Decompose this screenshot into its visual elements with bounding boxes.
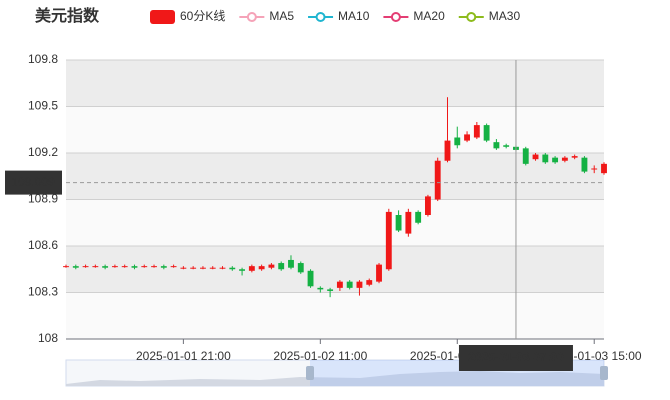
candle-body <box>317 287 324 290</box>
legend-label: MA30 <box>489 9 521 23</box>
candle-body <box>141 266 148 268</box>
crosshair-x-label-box <box>458 345 573 371</box>
candle-body <box>151 266 157 268</box>
candle-body <box>385 211 392 270</box>
candle-body <box>229 267 236 270</box>
candle-body <box>356 281 363 288</box>
candle-body <box>288 259 294 268</box>
y-tick-label: 108 <box>38 331 58 345</box>
y-tick-label: 108.9 <box>28 192 58 206</box>
grid-band <box>66 153 604 200</box>
grid-band <box>66 292 604 339</box>
legend-swatch <box>150 10 175 24</box>
legend-label: 60分K线 <box>180 9 225 23</box>
candle-body <box>522 148 529 164</box>
candle-body <box>346 281 353 288</box>
grid-band <box>66 60 604 107</box>
zoom-preview <box>66 371 604 386</box>
zoom-handle[interactable] <box>600 366 608 380</box>
bands <box>66 59 604 340</box>
candle-body <box>190 267 197 269</box>
crosshair-y-label-box <box>5 170 62 195</box>
crosshair-x-label: 2025-01-03 07:00 <box>468 350 564 364</box>
candle-body <box>307 270 314 287</box>
y-tick-label: 109.8 <box>28 52 58 66</box>
candle-body <box>327 289 334 291</box>
grid-band <box>66 199 604 246</box>
candle-body <box>72 266 79 268</box>
legend-swatch <box>466 12 477 22</box>
candle-body <box>444 140 451 161</box>
legend-swatch <box>246 12 257 22</box>
candle-body <box>297 263 304 273</box>
candle-body <box>278 263 285 270</box>
candle-body <box>376 264 382 282</box>
candle-body <box>493 142 500 149</box>
candle-body <box>464 134 470 141</box>
candle-body <box>571 156 578 158</box>
candle-body <box>248 266 255 271</box>
candle-body <box>111 266 118 268</box>
candle-body <box>366 280 373 285</box>
legend-label: MA10 <box>338 9 370 23</box>
candle-body <box>405 211 412 234</box>
candle-body <box>336 281 343 288</box>
y-tick-label: 108.6 <box>28 238 58 252</box>
candle-body <box>581 157 588 172</box>
candle-body <box>591 168 598 170</box>
candle-body <box>200 267 206 269</box>
y-tick-label: 109.2 <box>28 145 58 159</box>
candle-body <box>258 266 265 270</box>
legend-swatch <box>315 12 326 22</box>
candle-body <box>239 269 246 271</box>
candle-body <box>601 163 607 174</box>
zoom-handle[interactable] <box>306 366 314 380</box>
candle-body <box>454 137 461 146</box>
candle-body <box>82 266 89 268</box>
candle-body <box>180 267 187 269</box>
grid-band <box>66 106 604 153</box>
legend-label: MA20 <box>413 9 445 23</box>
candle-body <box>415 211 422 223</box>
legend-label: MA5 <box>269 9 294 23</box>
candle-body <box>552 157 559 163</box>
candle-body <box>434 160 441 200</box>
candle-body <box>102 266 109 268</box>
candle-body <box>395 215 402 231</box>
grid-band <box>66 246 604 293</box>
candle-body <box>219 267 226 269</box>
candle-body <box>131 266 138 268</box>
candle-body <box>160 266 167 268</box>
y-tick-label: 108.3 <box>28 285 58 299</box>
x-tick-label: 2025-01-01 21:00 <box>136 349 231 363</box>
candle-body <box>532 154 539 160</box>
chart-title: 美元指数 <box>35 6 100 25</box>
candle-body <box>503 145 510 147</box>
candle-body <box>424 196 431 215</box>
candle-body <box>561 157 568 161</box>
x-tick-label: 2025-01-02 11:00 <box>273 349 367 363</box>
legend-swatch <box>390 12 401 22</box>
candle-body <box>483 125 490 141</box>
candle-body <box>268 264 275 268</box>
candle-body <box>473 125 480 138</box>
candle-body <box>92 266 99 268</box>
candle-body <box>170 266 177 268</box>
y-tick-label: 109.5 <box>28 99 58 113</box>
crosshair-y-label: 109.009 <box>11 175 55 189</box>
candle-body <box>209 267 216 269</box>
candle-body <box>121 266 128 268</box>
candle-body <box>542 154 549 163</box>
candle-body <box>63 266 69 268</box>
